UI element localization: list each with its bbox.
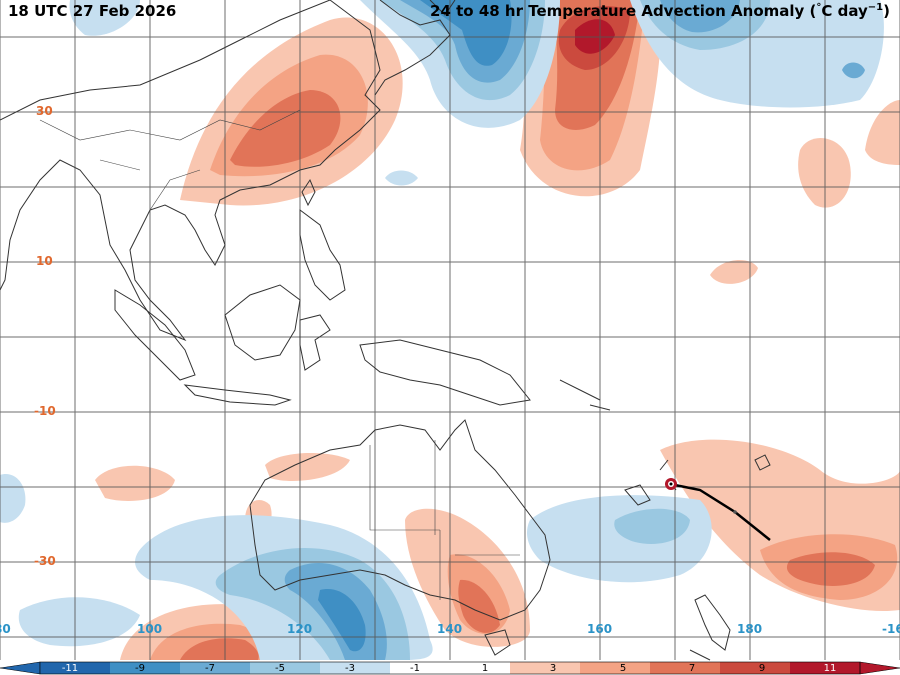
lon-label-160e: 160 (587, 622, 613, 636)
warm-anomaly-shading (95, 0, 900, 660)
colorbar-tick: 11 (823, 663, 837, 674)
colorbar-tick: 1 (481, 663, 489, 674)
lat-label-30n: 30 (36, 104, 53, 118)
colorbar-tick: -11 (61, 663, 79, 674)
colorbar-tick: -3 (345, 663, 355, 674)
colorbar-tick: 3 (549, 663, 557, 674)
colorbar-tick: 5 (619, 663, 627, 674)
lon-label-120e: 120 (287, 622, 313, 636)
colorbar-tick: 7 (688, 663, 696, 674)
lat-label-10n: 10 (36, 254, 53, 268)
colorbar (0, 661, 900, 675)
lat-label-10s: -10 (34, 404, 56, 418)
colorbar-tick: -9 (135, 663, 145, 674)
lon-label-180: 180 (737, 622, 763, 636)
colorbar-tick: -5 (275, 663, 285, 674)
lat-label-30s: -30 (34, 554, 56, 568)
storm-track (669, 482, 771, 541)
map-title: 24 to 48 hr Temperature Advection Anomal… (430, 2, 890, 20)
title-degree: ° (816, 2, 822, 13)
title-suffix: ) (883, 2, 890, 20)
lon-label-160w: -160 (882, 622, 900, 636)
cool-anomaly-shading (0, 0, 884, 660)
lon-label-140e: 140 (437, 622, 463, 636)
colorbar-tick: -7 (205, 663, 215, 674)
title-unit: C day (821, 2, 868, 20)
title-exponent: −1 (867, 2, 884, 13)
title-prefix: 24 to 48 hr Temperature Advection Anomal… (430, 2, 817, 20)
lon-label-100e: 100 (137, 622, 163, 636)
colorbar-tick: -1 (410, 663, 420, 674)
valid-time-label: 18 UTC 27 Feb 2026 (8, 2, 177, 20)
lat-lon-grid (0, 0, 900, 660)
lon-label-80e: 80 (0, 622, 11, 636)
tropical-cyclone-icon (665, 478, 677, 490)
political-borders (39, 109, 520, 600)
colorbar-tick: 9 (758, 663, 766, 674)
